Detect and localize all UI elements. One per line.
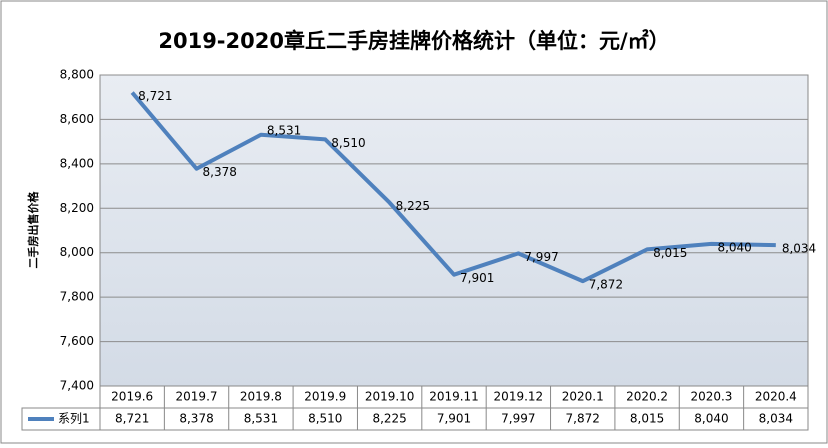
y-tick-label: 8,000 <box>60 245 94 259</box>
x-tick-label: 2020.3 <box>690 390 732 404</box>
table-value: 8,378 <box>179 412 213 426</box>
table-value: 7,901 <box>437 412 471 426</box>
x-tick-label: 2019.12 <box>494 390 544 404</box>
data-label: 8,225 <box>396 199 430 213</box>
x-tick-label: 2019.7 <box>176 390 218 404</box>
table-value: 8,721 <box>115 412 149 426</box>
data-label: 8,510 <box>331 136 365 150</box>
table-value: 7,872 <box>566 412 600 426</box>
chart-title: 2019-2020章丘二手房挂牌价格统计（单位：元/㎡） <box>158 29 669 53</box>
y-tick-label: 8,400 <box>60 156 94 170</box>
y-axis-label: 二手房出售价格 <box>26 191 40 269</box>
y-tick-label: 8,200 <box>60 201 94 215</box>
x-tick-label: 2019.10 <box>365 390 415 404</box>
data-label: 8,378 <box>203 165 237 179</box>
data-label: 8,034 <box>782 242 816 256</box>
table-value: 8,040 <box>694 412 728 426</box>
y-tick-label: 7,400 <box>60 379 94 393</box>
data-label: 7,901 <box>460 271 494 285</box>
x-tick-label: 2019.11 <box>429 390 479 404</box>
data-label: 8,015 <box>653 246 687 260</box>
data-label: 8,721 <box>138 89 172 103</box>
table-value: 8,510 <box>308 412 342 426</box>
line <box>130 91 776 284</box>
x-tick-label: 2020.4 <box>755 390 797 404</box>
table-value: 7,997 <box>501 412 535 426</box>
x-tick-label: 2019.6 <box>111 390 153 404</box>
table-value: 8,531 <box>244 412 278 426</box>
x-tick-label: 2020.1 <box>562 390 604 404</box>
table-value: 8,015 <box>630 412 664 426</box>
x-tick-label: 2019.8 <box>240 390 282 404</box>
data-label: 8,531 <box>267 123 301 137</box>
y-tick-label: 8,600 <box>60 112 94 126</box>
table-value: 8,034 <box>759 412 793 426</box>
data-label: 7,872 <box>589 278 623 292</box>
legend-label: 系列1 <box>58 412 90 426</box>
x-tick-label: 2020.2 <box>626 390 668 404</box>
x-tick-label: 2019.9 <box>304 390 346 404</box>
y-tick-label: 7,600 <box>60 334 94 348</box>
y-tick-label: 7,800 <box>60 290 94 304</box>
data-label: 8,040 <box>717 240 751 254</box>
table-value: 8,225 <box>372 412 406 426</box>
plot-area <box>99 74 809 387</box>
data-label: 7,997 <box>524 250 558 264</box>
y-tick-label: 8,800 <box>60 68 94 82</box>
